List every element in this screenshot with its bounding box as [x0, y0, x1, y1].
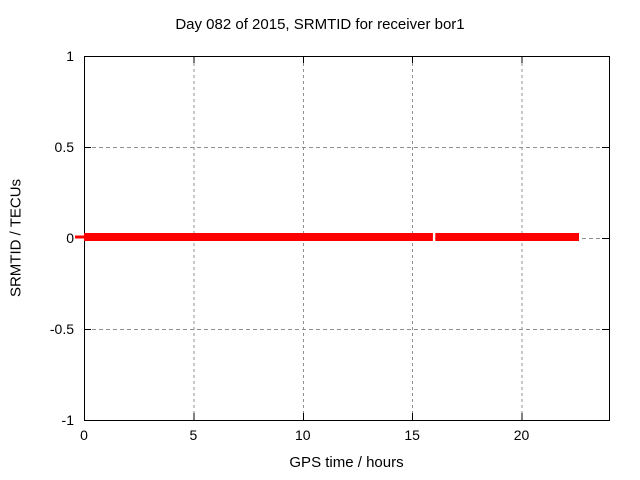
x-axis-label: GPS time / hours — [289, 454, 404, 471]
y-tick-label: -1 — [61, 412, 74, 428]
y-tick-label: 0.5 — [54, 139, 74, 155]
x-tick-label: 20 — [513, 427, 530, 443]
x-tick-label: 15 — [404, 427, 420, 443]
y-tick-label: 1 — [66, 48, 74, 64]
x-tick-label: 5 — [189, 427, 198, 443]
x-tick-label: 0 — [80, 427, 88, 443]
y-tick-label: 0 — [66, 230, 74, 246]
x-tick-label: 10 — [294, 427, 311, 443]
chart-title: Day 082 of 2015, SRMTID for receiver bor… — [175, 16, 465, 33]
y-tick-label: -0.5 — [49, 321, 74, 337]
